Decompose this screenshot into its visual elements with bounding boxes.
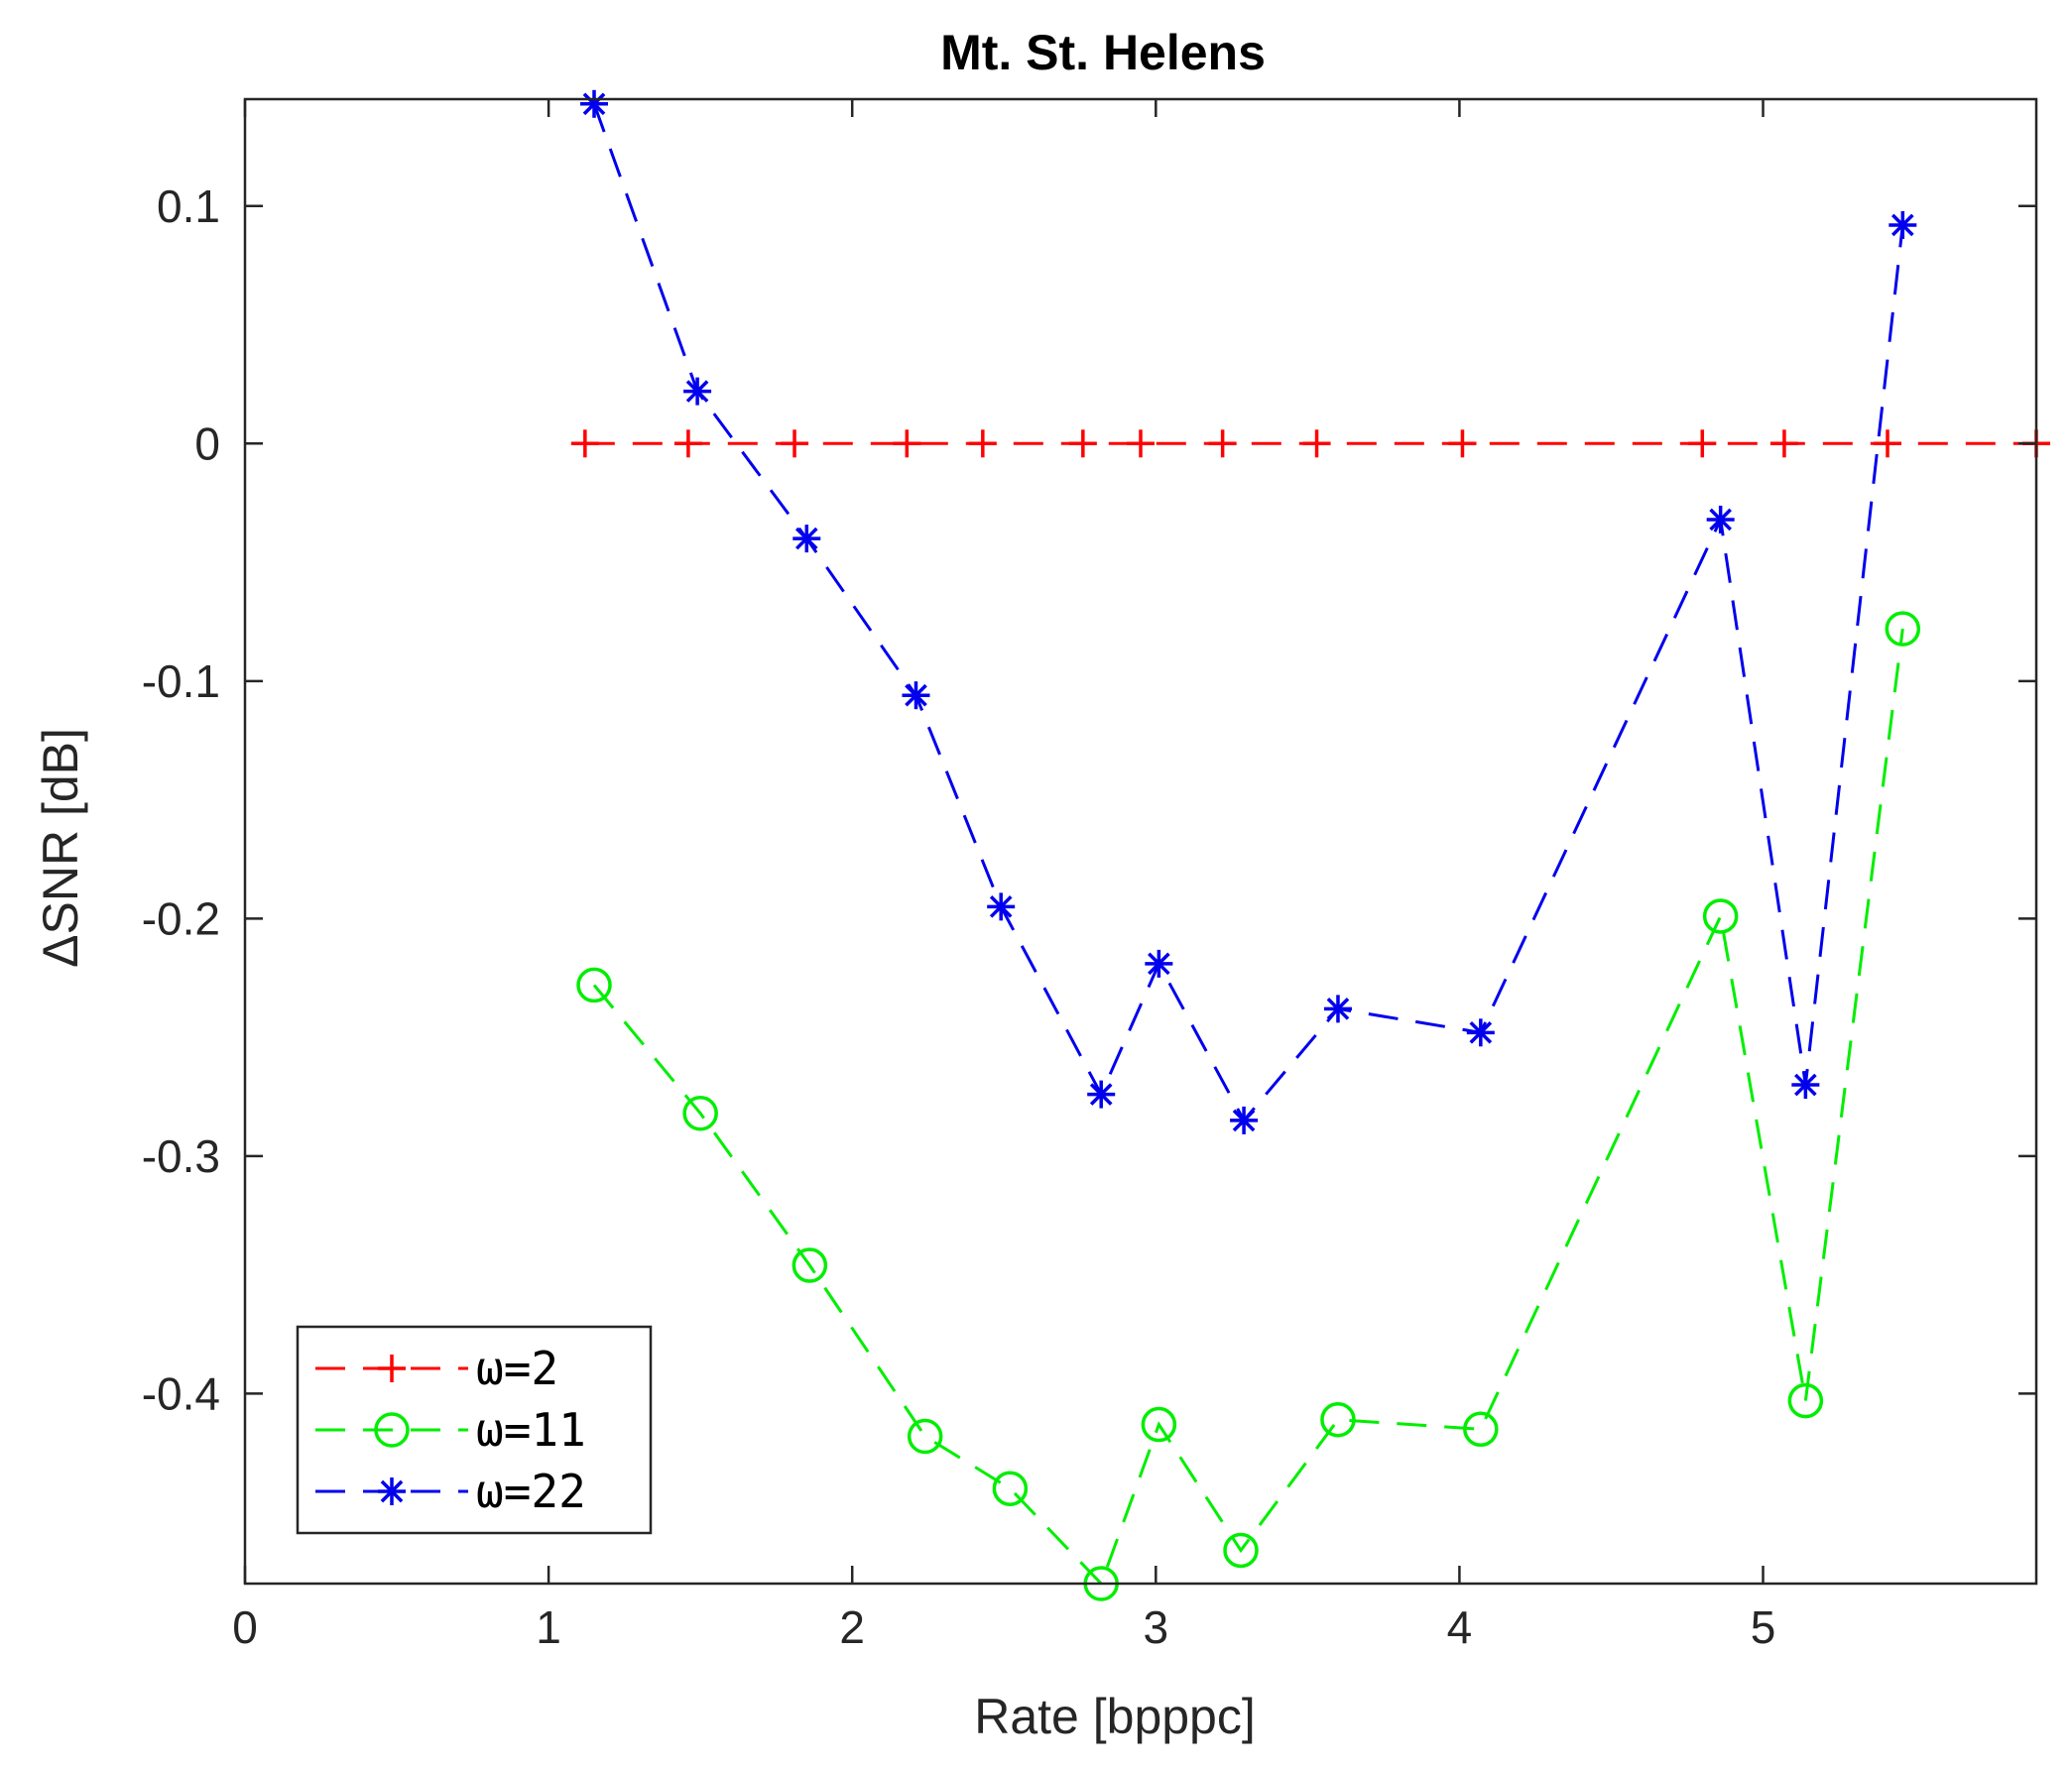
data-point <box>1769 429 1798 458</box>
data-point <box>682 1096 718 1131</box>
data-point <box>1320 1401 1356 1438</box>
data-point <box>1223 1532 1259 1569</box>
x-axis-label: Rate [bpppc] <box>974 1689 1256 1744</box>
x-tick-label: 5 <box>1751 1601 1776 1653</box>
data-point <box>1466 1018 1495 1047</box>
legend-marker <box>378 1355 406 1382</box>
data-point <box>1141 1406 1177 1443</box>
axes-box <box>243 97 2038 1586</box>
legend-entry: ω=2 <box>315 1342 558 1395</box>
legend-entry: ω=22 <box>315 1465 586 1518</box>
data-point <box>1448 429 1477 458</box>
y-tick-label: -0.3 <box>142 1130 220 1182</box>
x-tick-label: 3 <box>1144 1601 1169 1653</box>
legend-entry: ω=11 <box>315 1403 586 1457</box>
data-point <box>1127 429 1155 458</box>
y-tick-label: 0.1 <box>157 180 220 232</box>
data-point <box>1787 1382 1824 1419</box>
x-tick-label: 0 <box>232 1601 258 1653</box>
legend: ω=2 ω=11 ω=22 <box>296 1325 653 1535</box>
data-point <box>968 429 997 458</box>
data-point <box>1889 210 1917 239</box>
series-3 <box>580 89 1917 1134</box>
legend-marker <box>378 1477 406 1505</box>
data-point <box>580 89 609 118</box>
data-point <box>992 1471 1029 1506</box>
legend-marker <box>374 1412 410 1448</box>
legend-label: ω=2 <box>476 1342 558 1395</box>
data-point <box>907 1418 943 1455</box>
data-point <box>1706 505 1735 533</box>
data-point <box>1230 1106 1259 1134</box>
data-point <box>1302 429 1331 458</box>
data-point <box>1145 949 1173 978</box>
axes-layer: 0 1 2 3 4 5 0.1 0 -0.1 -0.2 -0.3 -0.4 <box>142 97 2038 1653</box>
data-point <box>792 525 821 553</box>
x-tick-label: 1 <box>536 1601 561 1653</box>
data-point <box>1323 995 1352 1023</box>
legend-label: ω=11 <box>476 1403 586 1457</box>
data-point <box>1791 1071 1820 1100</box>
series-1 <box>570 429 2050 458</box>
chart-title: Mt. St. Helens <box>940 25 1266 80</box>
data-point <box>1874 429 1902 458</box>
y-tick-label: -0.4 <box>142 1367 220 1419</box>
y-axis-label: ΔSNR [dB] <box>33 728 88 968</box>
data-point <box>987 892 1016 921</box>
data-point <box>1688 429 1717 458</box>
legend-label: ω=22 <box>476 1465 586 1518</box>
data-point <box>570 429 599 458</box>
data-point <box>1208 429 1237 458</box>
series-line <box>592 628 1904 1587</box>
data-point <box>792 1247 828 1283</box>
y-tick-label: -0.2 <box>142 892 220 944</box>
data-point <box>1702 898 1739 934</box>
data-point <box>1463 1411 1499 1448</box>
y-tick-label: -0.1 <box>142 655 220 707</box>
data-point <box>781 429 809 458</box>
data-point <box>1885 611 1921 647</box>
data-point <box>576 967 612 1004</box>
data-point <box>673 429 702 458</box>
data-point <box>902 681 930 710</box>
data-point <box>1087 1080 1116 1109</box>
data-point <box>683 377 712 406</box>
y-tick-label: 0 <box>194 417 220 469</box>
data-point <box>893 429 921 458</box>
legend-box <box>296 1325 653 1535</box>
x-tick-label: 4 <box>1447 1601 1473 1653</box>
data-point <box>1068 429 1097 458</box>
x-tick-label: 2 <box>839 1601 865 1653</box>
